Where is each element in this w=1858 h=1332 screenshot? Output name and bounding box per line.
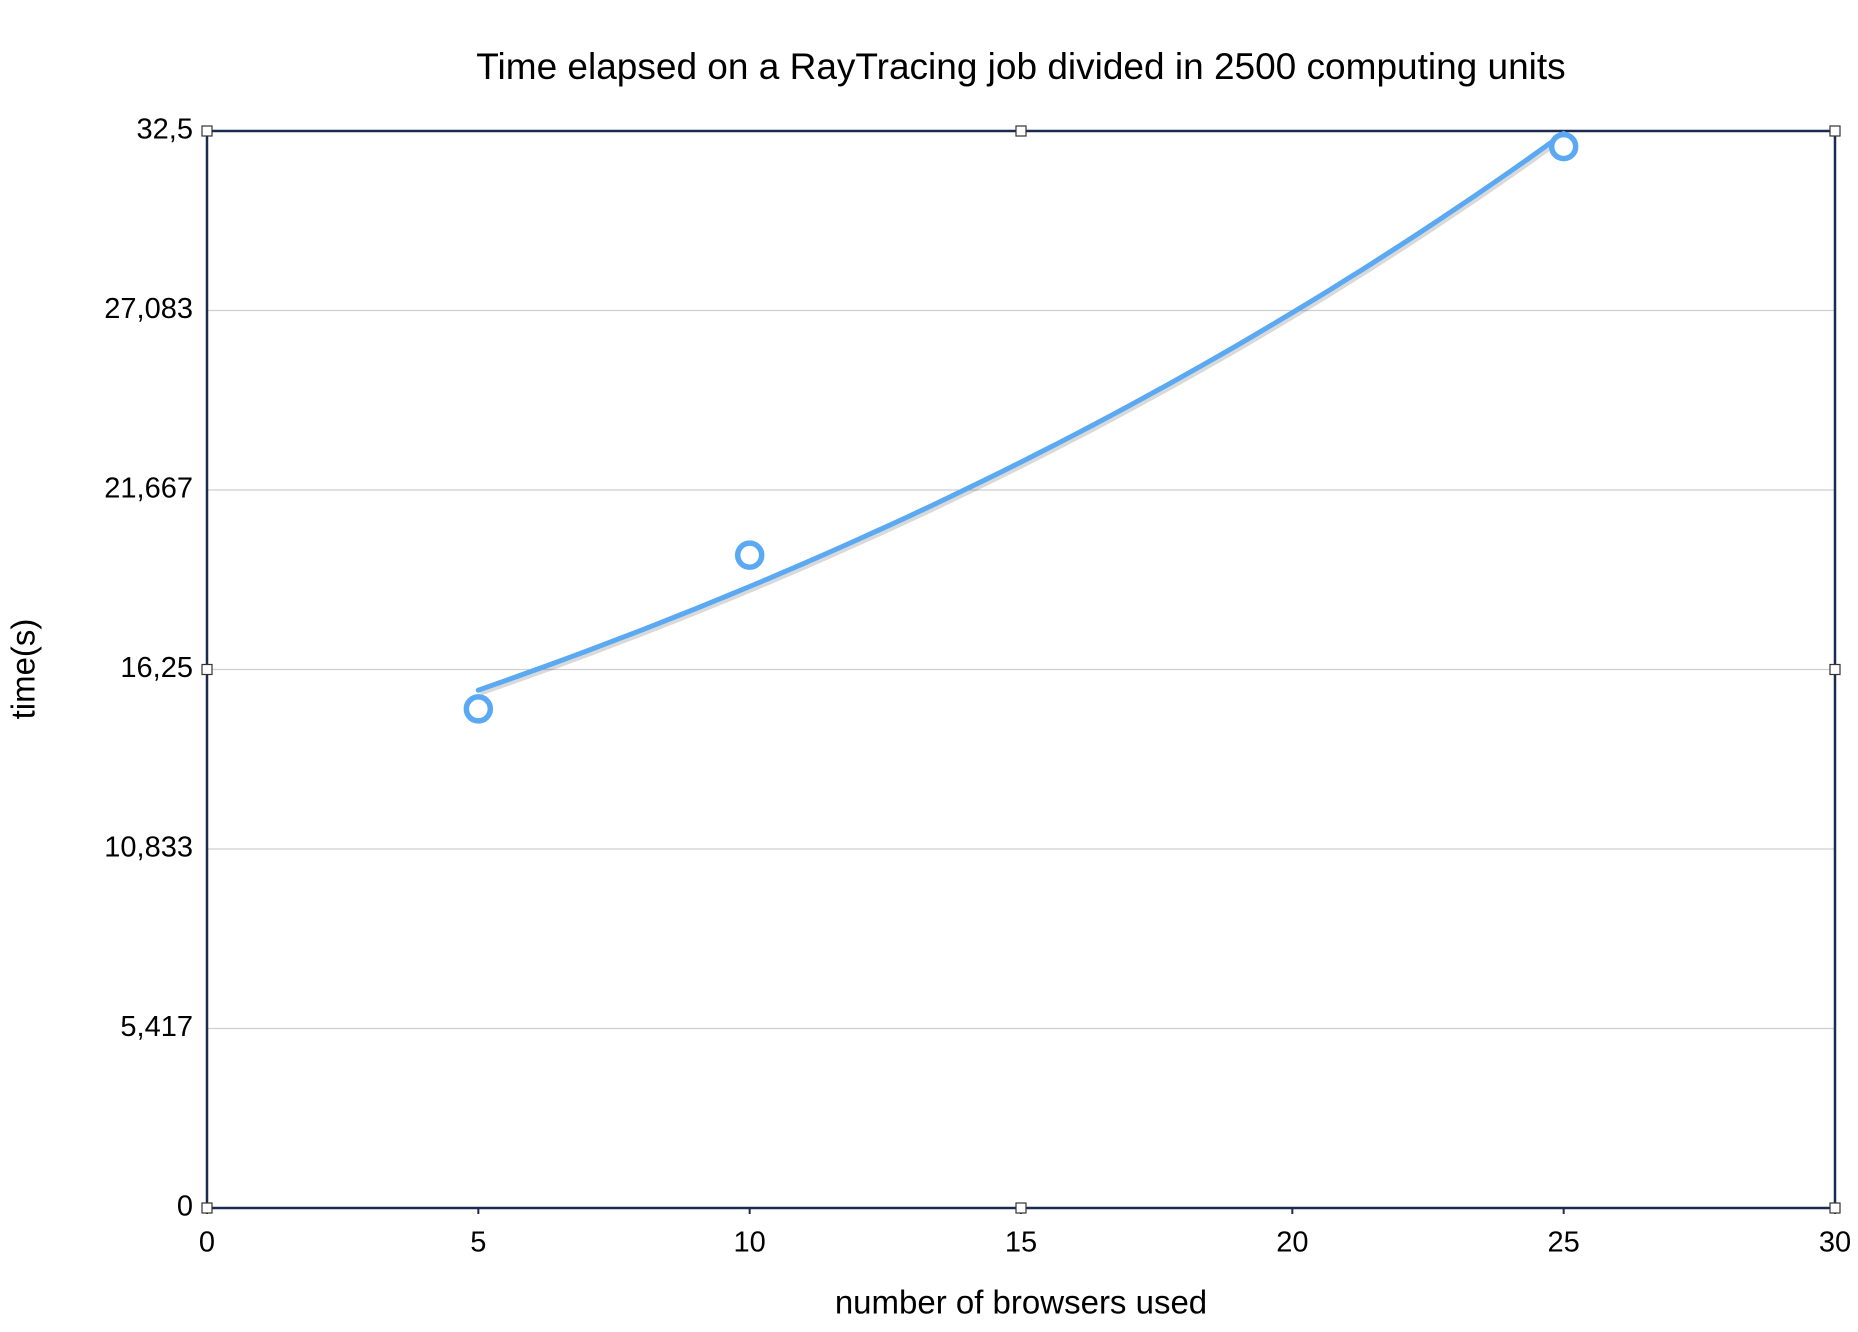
x-tick-label: 0 bbox=[199, 1227, 215, 1259]
x-tick-label: 5 bbox=[470, 1227, 486, 1259]
selection-handle bbox=[201, 663, 213, 676]
y-tick-label: 21,667 bbox=[104, 473, 193, 505]
selection-handle bbox=[1015, 1202, 1027, 1214]
x-tick-label: 15 bbox=[1005, 1227, 1037, 1259]
x-tick-label: 25 bbox=[1548, 1227, 1580, 1259]
x-tick-label: 30 bbox=[1819, 1227, 1851, 1259]
x-axis-label: number of browsers used bbox=[835, 1284, 1207, 1321]
y-tick-label: 0 bbox=[177, 1191, 193, 1223]
data-point bbox=[734, 540, 765, 570]
trendline-shadow bbox=[479, 134, 1568, 696]
chart-title: Time elapsed on a RayTracing job divided… bbox=[476, 46, 1565, 87]
y-tick-label: 5,417 bbox=[120, 1011, 193, 1043]
selection-handle bbox=[1829, 663, 1841, 676]
x-tick-label: 10 bbox=[734, 1227, 766, 1259]
y-tick-label: 10,833 bbox=[104, 832, 193, 864]
y-tick-label: 16,25 bbox=[120, 652, 193, 684]
selection-handle bbox=[201, 125, 213, 137]
data-point bbox=[1548, 131, 1579, 162]
trendline bbox=[475, 130, 1567, 693]
data-point bbox=[463, 694, 494, 724]
selection-handle bbox=[201, 1202, 213, 1214]
y-tick-label: 27,083 bbox=[104, 293, 193, 325]
selection-handle bbox=[1015, 125, 1027, 137]
y-axis-label: time(s) bbox=[5, 619, 42, 720]
selection-handle bbox=[1829, 1202, 1841, 1214]
selection-handle bbox=[1829, 125, 1841, 137]
x-tick-label: 20 bbox=[1276, 1227, 1308, 1259]
y-tick-label: 32,5 bbox=[137, 114, 193, 146]
